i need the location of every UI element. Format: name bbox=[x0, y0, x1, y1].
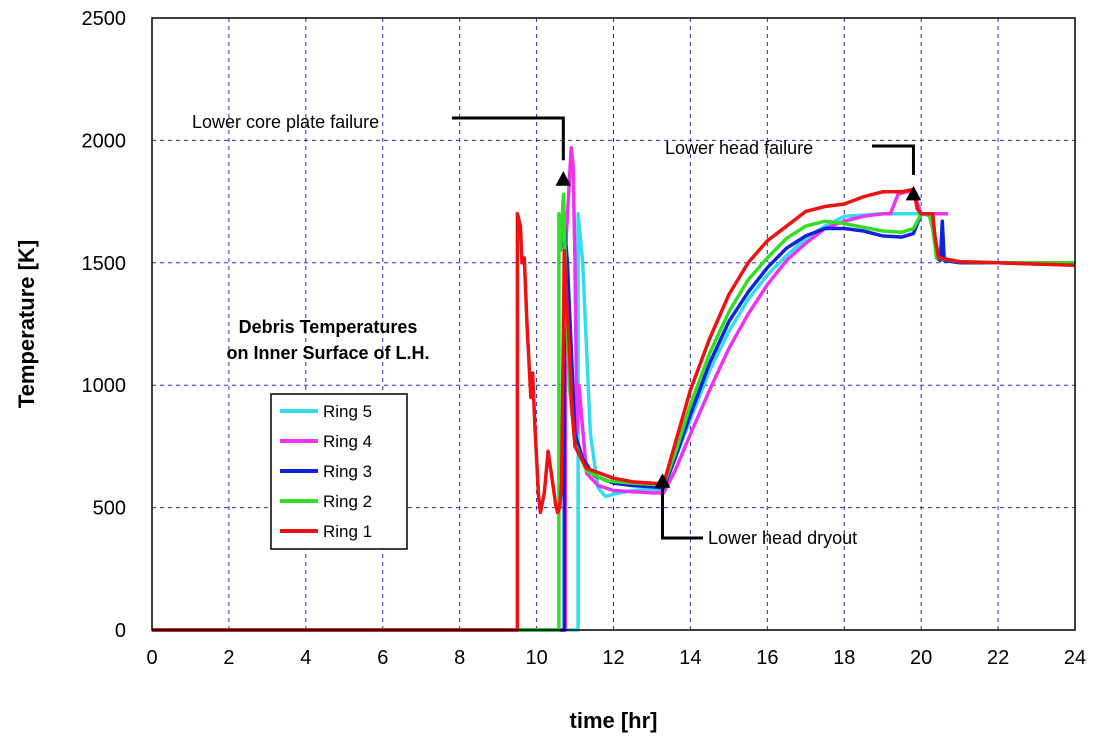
undefined bbox=[452, 116, 572, 186]
plot-frame bbox=[151, 17, 1076, 631]
x-tick-label: 2 bbox=[223, 647, 234, 669]
legend-label: Ring 1 bbox=[323, 522, 372, 541]
legend-label: Ring 5 bbox=[323, 402, 372, 421]
x-tick-label: 10 bbox=[525, 647, 547, 669]
annotation-head-failure: Lower head failure bbox=[665, 138, 813, 158]
x-tick-label: 12 bbox=[602, 647, 624, 669]
y-tick-label: 1500 bbox=[82, 253, 127, 275]
x-tick-label: 22 bbox=[987, 647, 1009, 669]
y-axis-title: Temperature [K] bbox=[14, 240, 39, 408]
x-tick-label: 20 bbox=[910, 647, 932, 669]
legend-item-ring-5: Ring 5 bbox=[280, 402, 372, 421]
undefined bbox=[654, 473, 703, 540]
legend-label: Ring 2 bbox=[323, 492, 372, 511]
annotation-core-plate-failure: Lower core plate failure bbox=[192, 112, 379, 132]
x-tick-label: 0 bbox=[146, 647, 157, 669]
annotations: Lower core plate failure Lower head failu… bbox=[192, 112, 922, 548]
y-tick-label: 2000 bbox=[82, 130, 127, 152]
legend-item-ring-2: Ring 2 bbox=[280, 492, 372, 511]
y-tick-label: 2500 bbox=[82, 8, 127, 30]
inset-title: Debris Temperatures on Inner Surface of … bbox=[226, 317, 429, 363]
inset-title-line-2: on Inner Surface of L.H. bbox=[226, 343, 429, 363]
legend: Ring 5 Ring 4 Ring 3 Ring 2 Ring 1 bbox=[270, 393, 408, 550]
annotation-head-dryout: Lower head dryout bbox=[708, 528, 857, 548]
legend-item-ring-4: Ring 4 bbox=[280, 432, 372, 451]
y-tick-label: 1000 bbox=[82, 375, 127, 397]
y-tick-label: 500 bbox=[93, 498, 126, 520]
legend-item-ring-3: Ring 3 bbox=[280, 462, 372, 481]
inset-title-line-1: Debris Temperatures bbox=[239, 317, 418, 337]
x-tick-label: 6 bbox=[377, 647, 388, 669]
legend-item-ring-1: Ring 1 bbox=[280, 522, 372, 541]
x-tick-label: 16 bbox=[756, 647, 778, 669]
x-tick-label: 14 bbox=[679, 647, 701, 669]
legend-label: Ring 3 bbox=[323, 462, 372, 481]
x-tick-label: 18 bbox=[833, 647, 855, 669]
x-tick-label: 4 bbox=[300, 647, 311, 669]
y-tick-label: 0 bbox=[115, 620, 126, 642]
legend-label: Ring 4 bbox=[323, 432, 372, 451]
x-tick-label: 24 bbox=[1064, 647, 1086, 669]
x-tick-label: 8 bbox=[454, 647, 465, 669]
tick-labels: 0 2 4 6 8 10 12 14 16 18 20 22 240500100015002000250… bbox=[82, 8, 1087, 669]
x-axis-title: time [hr] bbox=[570, 708, 658, 733]
undefined bbox=[872, 144, 922, 201]
